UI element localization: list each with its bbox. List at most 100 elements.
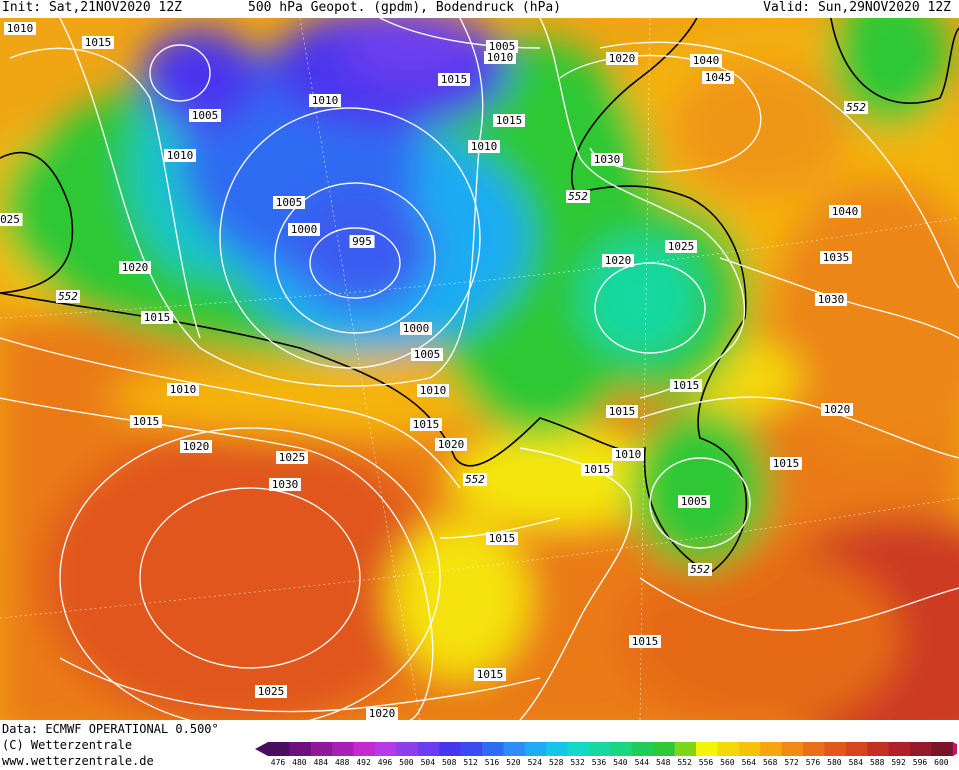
svg-text:552: 552: [690, 563, 710, 576]
isobar-label: 1010: [484, 51, 516, 64]
colorbar-segment: [781, 742, 804, 756]
svg-text:1015: 1015: [584, 463, 611, 476]
colorbar-low-arrow: [255, 742, 268, 756]
svg-text:1010: 1010: [7, 22, 34, 35]
svg-text:1005: 1005: [276, 196, 303, 209]
colorbar-tick-label: 516: [484, 758, 500, 767]
isobar-label: 1020: [435, 438, 467, 451]
chart-header: Init: Sat,21NOV2020 12Z 500 hPa Geopot. …: [0, 0, 959, 18]
colorbar-tick-label: 588: [869, 758, 885, 767]
svg-text:1025: 1025: [258, 685, 285, 698]
colorbar-segment: [610, 742, 633, 756]
isobar-label: 1005: [411, 348, 443, 361]
isobar-label: 1030: [269, 478, 301, 491]
colorbar-segment: [524, 742, 547, 756]
svg-text:1015: 1015: [609, 405, 636, 418]
svg-text:1010: 1010: [471, 140, 498, 153]
colorbar-tick-label: 512: [463, 758, 478, 767]
isobar-label: 1005: [486, 40, 518, 53]
isobar-label: 1015: [130, 415, 162, 428]
colorbar-tick-label: 484: [313, 758, 329, 767]
svg-text:1010: 1010: [170, 383, 197, 396]
colorbar-segment: [803, 742, 825, 756]
svg-text:1040: 1040: [693, 54, 720, 67]
colorbar-tick-label: 500: [399, 758, 414, 767]
svg-text:1020: 1020: [183, 440, 210, 453]
isobar-label: 1020: [602, 254, 634, 267]
svg-text:552: 552: [58, 290, 78, 303]
isobar-label: 1005: [189, 109, 221, 122]
isobar-label: 1015: [670, 379, 702, 392]
isobar-label: 1020: [119, 261, 151, 274]
colorbar-tick-label: 488: [334, 758, 350, 767]
svg-text:1020: 1020: [369, 707, 396, 720]
init-time-label: Init: Sat,21NOV2020 12Z: [2, 0, 183, 15]
geopotential-field: [0, 18, 959, 720]
svg-text:1015: 1015: [133, 415, 160, 428]
svg-text:1020: 1020: [605, 254, 632, 267]
colorbar-segment: [417, 742, 440, 756]
colorbar-tick-label: 560: [720, 758, 735, 767]
isobar-label: 1030: [591, 153, 623, 166]
colorbar-tick-label: 584: [848, 758, 864, 767]
svg-text:1015: 1015: [85, 36, 112, 49]
isobar-label: 1010: [4, 22, 36, 35]
isobar-label: 1015: [82, 36, 114, 49]
colorbar-segment: [631, 742, 654, 756]
isobar-label: 1040: [829, 205, 861, 218]
svg-text:1035: 1035: [823, 251, 850, 264]
isobar-label: 1025: [276, 451, 308, 464]
chart-title: 500 hPa Geopot. (gpdm), Bodendruck (hPa): [248, 0, 562, 15]
svg-text:1005: 1005: [414, 348, 441, 361]
isobar-label: 1035: [820, 251, 852, 264]
geopotential-contour-label: 552: [56, 290, 80, 303]
colorbar-tick-label: 520: [506, 758, 521, 767]
colorbar-tick-label: 544: [634, 758, 650, 767]
isobar-label: 1040: [690, 54, 722, 67]
svg-text:1010: 1010: [487, 51, 514, 64]
colorbar-segment: [268, 742, 290, 756]
svg-text:1025: 1025: [279, 451, 306, 464]
isobar-label: 1015: [770, 457, 802, 470]
colorbar-segment: [589, 742, 611, 756]
valid-time-label: Valid: Sun,29NOV2020 12Z: [763, 0, 951, 15]
colorbar-tick-label: 540: [613, 758, 628, 767]
isobar-label: 1045: [702, 71, 734, 84]
svg-text:1010: 1010: [615, 448, 642, 461]
svg-text:1005: 1005: [681, 495, 708, 508]
colorbar-segment: [760, 742, 783, 756]
svg-text:1015: 1015: [496, 114, 523, 127]
svg-text:1005: 1005: [489, 40, 516, 53]
colorbar-tick-label: 564: [741, 758, 757, 767]
isobar-label: 1020: [180, 440, 212, 453]
colorbar-segment: [931, 742, 954, 756]
colorbar-segment: [439, 742, 462, 756]
svg-text:1015: 1015: [673, 379, 700, 392]
svg-text:1030: 1030: [818, 293, 845, 306]
svg-text:1020: 1020: [122, 261, 149, 274]
colorbar-tick-label: 568: [762, 758, 778, 767]
svg-text:1010: 1010: [420, 384, 447, 397]
colorbar-tick-label: 480: [292, 758, 307, 767]
colorbar-tick-label: 528: [548, 758, 564, 767]
svg-text:552: 552: [846, 101, 866, 114]
svg-text:1015: 1015: [489, 532, 516, 545]
isobar-label: 1010: [164, 149, 196, 162]
colorbar-tick-label: 504: [420, 758, 436, 767]
svg-text:1040: 1040: [832, 205, 859, 218]
isobar-label: 1005: [678, 495, 710, 508]
colorbar-segment: [353, 742, 376, 756]
svg-text:025: 025: [0, 213, 20, 226]
svg-text:552: 552: [568, 190, 588, 203]
colorbar-high-arrow: [952, 742, 957, 756]
colorbar-segment: [867, 742, 890, 756]
colorbar-tick-label: 552: [677, 758, 692, 767]
isobar-label: 025: [0, 213, 23, 226]
svg-text:995: 995: [352, 235, 372, 248]
svg-text:1015: 1015: [632, 635, 659, 648]
svg-text:1015: 1015: [413, 418, 440, 431]
isobar-label: 1020: [606, 52, 638, 65]
colorbar-tick-label: 580: [827, 758, 842, 767]
isobar-label: 1010: [167, 383, 199, 396]
